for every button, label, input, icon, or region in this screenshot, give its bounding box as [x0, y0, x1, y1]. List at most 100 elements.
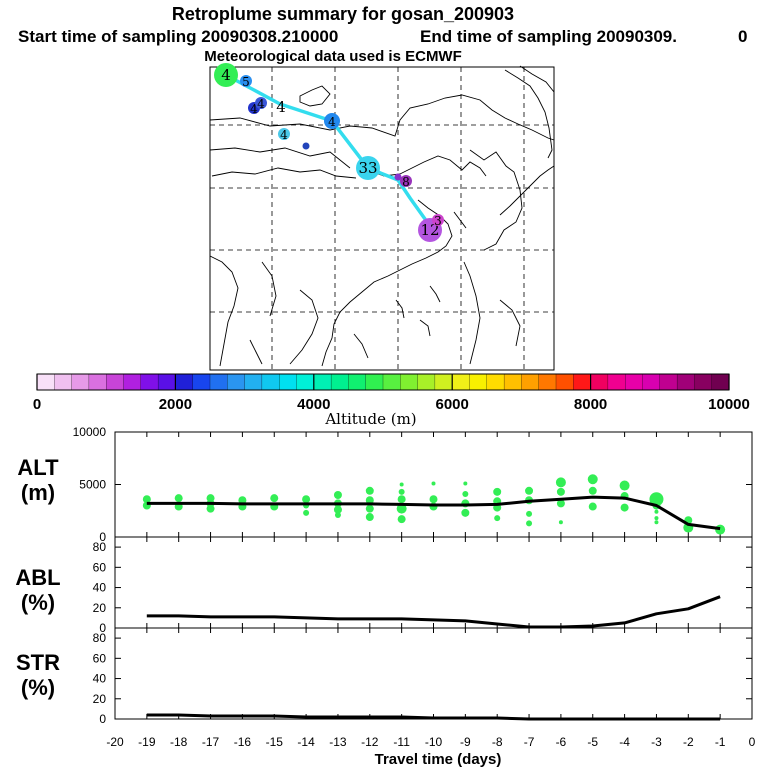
x-axis: -20 -19 -18 -17 -16 -15 -14 -13 -12 -11 -10 -9 -8 -7-…: [106, 735, 755, 749]
abl-line: [146, 595, 721, 629]
altitude-point: [429, 495, 438, 504]
colorbar-cell: [192, 373, 211, 391]
altitude-point: [463, 481, 468, 486]
altitude-point: [333, 491, 342, 499]
altitude-point: [588, 486, 597, 495]
trajectory-cluster-label: 4: [250, 102, 258, 116]
x-tick-label: -17: [202, 735, 220, 749]
x-tick-label: -13: [329, 735, 347, 749]
colorbar-cell: [54, 373, 73, 391]
colorbar-cell: [382, 373, 401, 391]
colorbar-cell: [313, 373, 332, 391]
altitude-point: [526, 510, 533, 517]
trajectory-cluster: [394, 173, 402, 181]
colorbar-tick-label: 0: [33, 396, 41, 413]
trajectory-cluster-label: 4: [280, 128, 288, 142]
colorbar-cell: [106, 373, 125, 391]
colorbar-cell: [365, 373, 384, 391]
altitude-point: [461, 508, 470, 517]
altitude-point: [142, 495, 151, 504]
colorbar-cell: [607, 373, 626, 391]
colorbar-cell: [625, 373, 644, 391]
colorbar-cell: [555, 373, 574, 391]
trajectory-cluster-label: 4: [221, 66, 231, 84]
trajectory-cluster: [214, 63, 238, 87]
met-data-label: Meteorological data used is ECMWF: [204, 48, 462, 65]
altitude-point: [365, 486, 374, 495]
altitude-point: [654, 516, 659, 521]
colorbar-cell: [538, 373, 557, 391]
abl-unit: (%): [21, 590, 55, 615]
altitude-colorbar: 0 2000 4000 6000 8000 10000 Altitude (m): [33, 373, 750, 428]
abl-label: ABL: [15, 565, 60, 590]
trajectory-cluster: [302, 142, 310, 150]
trajectory-cluster: [400, 175, 412, 187]
altitude-point: [396, 503, 407, 514]
x-tick-label: -5: [587, 735, 598, 749]
map-coastlines: [209, 65, 555, 367]
trajectory-cluster-label: 3: [434, 214, 442, 228]
x-tick-label: -15: [266, 735, 284, 749]
y-tick-label: 0: [99, 712, 106, 726]
alt-line: [146, 495, 721, 531]
colorbar-cell: [642, 373, 661, 391]
y-tick-label: 0: [99, 530, 106, 544]
y-tick-label: 40: [93, 581, 107, 595]
end-time-label: End time of sampling 20090309.: [420, 27, 677, 46]
colorbar-cell: [71, 373, 90, 391]
y-tick-label: 80: [93, 540, 107, 554]
altitude-point: [558, 520, 563, 525]
str-panel-frame: [114, 627, 753, 720]
colorbar-tick-label: 8000: [574, 396, 607, 413]
abl-axes: 0 20 40 60 80: [93, 537, 753, 635]
colorbar-axis-label: Altitude (m): [324, 410, 416, 428]
trajectory-cluster-label: 4: [276, 98, 286, 116]
y-tick-label: 0: [99, 621, 106, 635]
x-axis-label: Travel time (days): [375, 751, 502, 768]
colorbar-cell: [521, 373, 540, 391]
altitude-point: [431, 481, 436, 486]
colorbar-cell: [694, 373, 713, 391]
altitude-point: [649, 492, 664, 507]
x-tick-label: -20: [106, 735, 124, 749]
str-panel: STR (%) 0 20 40 60 80: [16, 627, 753, 726]
y-tick-label: 80: [93, 631, 107, 645]
trajectory-cluster-label: 5: [242, 75, 250, 89]
x-tick-label: -16: [234, 735, 252, 749]
colorbar-cell: [573, 373, 592, 391]
colorbar-cell: [261, 373, 280, 391]
colorbar-tick-label: 4000: [297, 396, 330, 413]
altitude-point: [206, 504, 215, 513]
trajectory-cluster: [240, 75, 252, 87]
y-tick-label: 5000: [79, 478, 106, 492]
altitude-point: [493, 487, 502, 496]
altitude-point: [302, 495, 311, 504]
x-tick-label: -19: [138, 735, 156, 749]
x-tick-label: -12: [361, 735, 379, 749]
colorbar-cell: [244, 373, 263, 391]
colorbar-cell: [469, 373, 488, 391]
colorbar-cell: [279, 373, 298, 391]
colorbar-cell: [400, 373, 419, 391]
altitude-point: [365, 496, 374, 505]
colorbar-cell: [659, 373, 678, 391]
colorbar-cell: [348, 373, 367, 391]
altitude-point: [270, 494, 279, 503]
altitude-point: [399, 482, 404, 487]
colorbar-cell: [434, 373, 453, 391]
colorbar-cell: [209, 373, 228, 391]
x-tick-label: -11: [393, 735, 410, 749]
colorbar-cell: [175, 373, 194, 391]
altitude-point: [654, 520, 659, 525]
y-tick-label: 60: [93, 560, 107, 574]
trajectory-cluster: [356, 156, 380, 180]
str-line: [146, 713, 721, 721]
x-tick-label: 0: [749, 735, 756, 749]
y-tick-label: 20: [93, 692, 107, 706]
colorbar-cell: [676, 373, 695, 391]
x-tick-label: -2: [683, 735, 694, 749]
altitude-point: [333, 505, 342, 514]
y-tick-label: 60: [93, 651, 107, 665]
colorbar-cell: [503, 373, 522, 391]
